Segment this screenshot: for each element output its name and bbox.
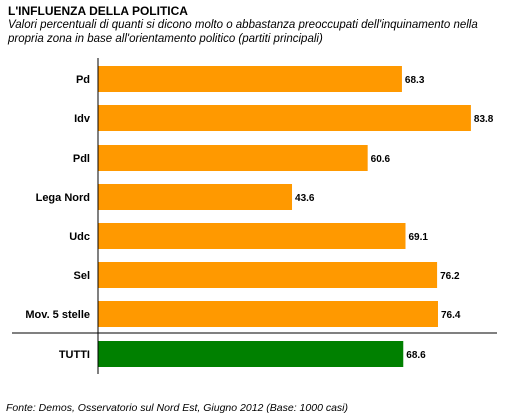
- category-label-udc: Udc: [69, 231, 90, 243]
- value-label-lega-nord: 43.6: [295, 193, 315, 204]
- category-label-pdl: Pdl: [73, 153, 90, 165]
- bar-sel: [98, 262, 438, 288]
- value-label-pdl: 60.6: [371, 154, 391, 165]
- category-label-idv: Idv: [74, 113, 91, 125]
- value-label-sel: 76.2: [440, 271, 460, 282]
- category-label-pd: Pd: [76, 74, 90, 86]
- category-label-tutti: TUTTI: [59, 349, 90, 361]
- chart-title: L'INFLUENZA DELLA POLITICA: [8, 4, 188, 18]
- bar-udc: [98, 223, 406, 249]
- bars-layer: Pd 68.3 Idv 83.8 Pdl 60.6 Lega Nord 43.6 Udc 69.1…: [25, 66, 494, 367]
- value-label-mov-5-stelle: 76.4: [441, 310, 461, 321]
- value-label-tutti: 68.6: [406, 350, 426, 361]
- bar-pdl: [98, 145, 368, 171]
- bar-lega-nord: [98, 184, 293, 210]
- chart-subtitle: Valori percentuali di quanti si dicono m…: [8, 19, 478, 45]
- category-label-lega-nord: Lega Nord: [36, 192, 90, 204]
- bar-mov-5-stelle: [98, 301, 438, 327]
- source-note: Fonte: Demos, Osservatorio sul Nord Est,…: [6, 402, 348, 414]
- value-label-idv: 83.8: [474, 114, 494, 125]
- bar-tutti: [98, 341, 404, 367]
- category-label-sel: Sel: [73, 270, 90, 282]
- bar-pd: [98, 66, 402, 92]
- value-label-pd: 68.3: [405, 75, 425, 86]
- category-label-mov-5-stelle: Mov. 5 stelle: [25, 309, 90, 321]
- bar-idv: [98, 105, 471, 131]
- value-label-udc: 69.1: [408, 232, 428, 243]
